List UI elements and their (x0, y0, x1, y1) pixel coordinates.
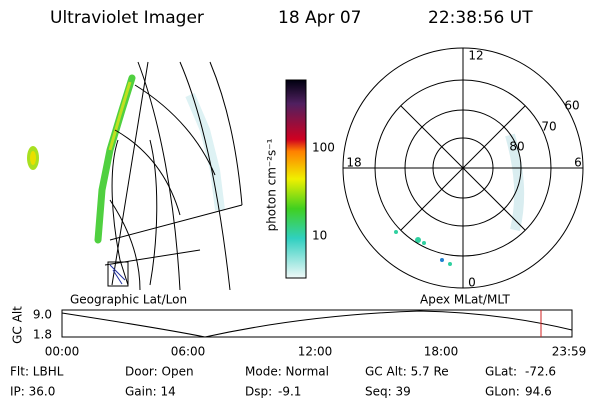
colorbar-label: photon cm⁻²s⁻¹ (265, 138, 279, 231)
footer-field: Gain: 14 (125, 385, 176, 399)
polar-caption: Apex MLat/MLT (420, 293, 510, 307)
mlt-label: 18 (346, 156, 361, 170)
geo-caption: Geographic Lat/Lon (70, 293, 187, 307)
footer-field: -9.1 (278, 385, 301, 399)
colorbar (285, 79, 307, 279)
footer-field: GC Alt: 5.7 Re (365, 365, 449, 379)
x-tick-label: 23:59 (552, 345, 587, 359)
lat-label: 80 (509, 140, 524, 154)
time: 22:38:56 UT (428, 8, 533, 28)
polar-grid (342, 47, 584, 289)
mlt-label: 12 (468, 49, 483, 63)
colorbar-tick-label: 10 (312, 229, 327, 243)
lat-label: 60 (564, 99, 579, 113)
x-ticks: 00:00 06:00 12:00 18:00 23:59 (45, 345, 587, 359)
mlt-label: 0 (468, 276, 476, 290)
footer-field: GLon: (485, 385, 520, 399)
footer-field: Door: Open (125, 365, 194, 379)
x-tick-label: 06:00 (171, 345, 206, 359)
footer: Flt: LBHL Door: Open Mode: Normal GC Alt: 5… (10, 365, 556, 399)
footer-field: Mode: Normal (245, 365, 329, 379)
footer-field: Flt: LBHL (10, 365, 64, 379)
footer-field: GLat: (485, 365, 517, 379)
footer-field: -72.6 (525, 365, 556, 379)
altitude-curve (61, 310, 573, 338)
x-tick-label: 00:00 (45, 345, 80, 359)
lat-label: 70 (541, 120, 556, 134)
footer-field: Seq: 39 (365, 385, 411, 399)
footer-field: IP: 36.0 (10, 385, 55, 399)
footer-field: 94.6 (525, 385, 552, 399)
altitude-frame (61, 309, 573, 338)
x-tick-label: 18:00 (424, 345, 459, 359)
y-tick-label: 9.0 (33, 308, 52, 322)
y-tick-label: 1.8 (33, 328, 52, 342)
footer-field: Dsp: (245, 385, 272, 399)
mlt-label: 6 (574, 156, 582, 170)
y-label: GC Alt (11, 306, 25, 344)
geo-image (27, 61, 243, 291)
colorbar-tick-label: 100 (312, 141, 335, 155)
x-tick-label: 12:00 (298, 345, 333, 359)
title: Ultraviolet Imager (50, 8, 204, 28)
date: 18 Apr 07 (278, 8, 361, 28)
